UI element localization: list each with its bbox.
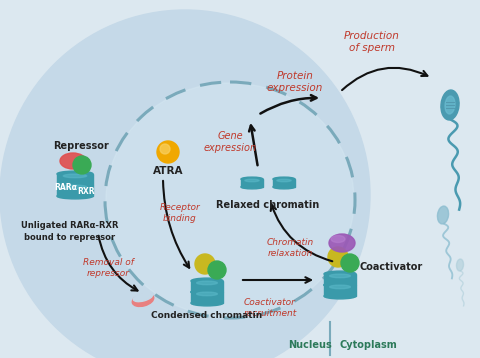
Circle shape	[341, 254, 359, 272]
Bar	[191, 281, 223, 292]
Ellipse shape	[437, 206, 449, 224]
Ellipse shape	[330, 274, 350, 278]
Text: Nucleus: Nucleus	[288, 340, 332, 350]
Text: RARα: RARα	[55, 183, 77, 192]
Ellipse shape	[324, 282, 356, 288]
Ellipse shape	[324, 271, 356, 277]
Ellipse shape	[57, 171, 93, 177]
Text: Receptor
binding: Receptor binding	[160, 203, 200, 223]
Bar	[324, 285, 356, 296]
Ellipse shape	[57, 182, 93, 188]
Ellipse shape	[191, 278, 223, 284]
Ellipse shape	[197, 292, 217, 296]
Text: Condensed chromatin: Condensed chromatin	[151, 311, 263, 320]
Ellipse shape	[445, 96, 455, 114]
Text: Unligated RARα-RXR
bound to repressor: Unligated RARα-RXR bound to repressor	[21, 221, 119, 242]
Text: Coactivator
recruitment: Coactivator recruitment	[243, 298, 297, 318]
Bar	[57, 185, 93, 196]
Ellipse shape	[324, 282, 356, 288]
Text: ATRA: ATRA	[153, 166, 183, 176]
Ellipse shape	[245, 179, 259, 182]
Text: Protein
expression: Protein expression	[267, 71, 323, 93]
Text: Production
of sperm: Production of sperm	[344, 31, 400, 53]
Circle shape	[328, 247, 348, 267]
Circle shape	[157, 141, 179, 163]
Bar	[324, 274, 356, 285]
Ellipse shape	[133, 292, 153, 302]
Circle shape	[0, 10, 370, 358]
Ellipse shape	[331, 236, 345, 242]
Text: Chromatin
relaxation: Chromatin relaxation	[266, 238, 313, 258]
Bar	[191, 292, 223, 303]
Circle shape	[73, 156, 91, 174]
Text: RXR: RXR	[77, 187, 95, 195]
Ellipse shape	[324, 293, 356, 299]
Ellipse shape	[60, 153, 86, 169]
Ellipse shape	[241, 185, 263, 189]
Ellipse shape	[191, 289, 223, 295]
Text: Relaxed chromatin: Relaxed chromatin	[216, 200, 320, 210]
Ellipse shape	[241, 177, 263, 181]
Ellipse shape	[277, 179, 291, 182]
Ellipse shape	[57, 182, 93, 188]
Text: Repressor: Repressor	[53, 141, 109, 151]
Ellipse shape	[191, 300, 223, 306]
Ellipse shape	[456, 259, 464, 271]
Ellipse shape	[132, 294, 154, 306]
Text: Cytoplasm: Cytoplasm	[339, 340, 397, 350]
Bar	[273, 179, 295, 187]
Bar	[57, 174, 93, 185]
Ellipse shape	[329, 234, 355, 252]
Ellipse shape	[273, 177, 295, 181]
Ellipse shape	[330, 285, 350, 289]
Ellipse shape	[191, 289, 223, 295]
Ellipse shape	[441, 90, 459, 120]
Circle shape	[195, 254, 215, 274]
Text: Gene
expression: Gene expression	[204, 131, 257, 153]
Ellipse shape	[63, 185, 87, 189]
Circle shape	[160, 144, 170, 154]
Bar	[241, 179, 263, 187]
Text: Coactivator: Coactivator	[360, 262, 423, 272]
Ellipse shape	[63, 174, 87, 178]
Ellipse shape	[197, 281, 217, 285]
Text: Removal of
repressor: Removal of repressor	[83, 258, 133, 278]
Ellipse shape	[273, 185, 295, 189]
Ellipse shape	[106, 83, 354, 317]
Circle shape	[208, 261, 226, 279]
Ellipse shape	[57, 193, 93, 199]
